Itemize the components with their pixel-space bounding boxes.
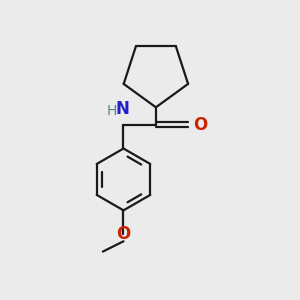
Text: O: O	[116, 225, 130, 243]
Text: H: H	[107, 104, 118, 118]
Text: O: O	[194, 116, 208, 134]
Text: N: N	[115, 100, 129, 118]
